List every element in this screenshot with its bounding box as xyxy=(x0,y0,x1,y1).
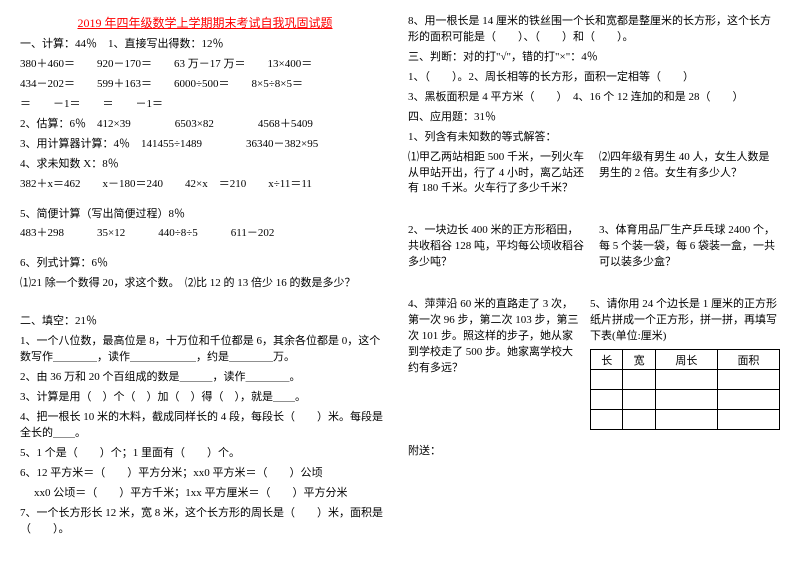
calc-row-3: ＝ －1＝ ＝ －1＝ xyxy=(20,97,390,113)
app-header: 四、应用题：31％ xyxy=(408,110,780,126)
fill-2: 2、由 36 万和 20 个百组成的数是＿＿＿，读作＿＿＿＿。 xyxy=(20,370,390,386)
answer-table: 长 宽 周长 面积 xyxy=(590,349,780,430)
section-4: 4、求未知数 X：8％ xyxy=(20,157,390,173)
exam-title: 2019 年四年级数学上学期期末考试自我巩固试题 xyxy=(20,14,390,31)
fill-6: 6、12 平方米＝（ ）平方分米；xx0 平方米＝（ ）公顷 xyxy=(20,466,390,482)
th-area: 面积 xyxy=(717,350,779,370)
fill-7: 7、一个长方形长 12 米，宽 8 米，这个长方形的周长是（ ）米，面积是（ ）… xyxy=(20,506,390,538)
section-6-items: ⑴21 除一个数得 20，求这个数。 ⑵比 12 的 13 倍少 16 的数是多… xyxy=(20,276,390,292)
section-4-items: 382＋x＝462 x－180＝240 42×x ＝210 x÷11＝11 xyxy=(20,177,390,193)
calc-row-1: 380＋460＝ 920－170＝ 63 万－17 万＝ 13×400＝ xyxy=(20,57,390,73)
app-5-block: 5、请你用 24 个边长是 1 厘米的正方形纸片拼成一个正方形，拼一拼，再填写下… xyxy=(590,297,780,430)
th-length: 长 xyxy=(591,350,623,370)
app-2-pair: 2、一块边长 400 米的正方形稻田，共收稻谷 128 吨，平均每公顷收稻谷多少… xyxy=(408,223,780,275)
section-6: 6、列式计算：6％ xyxy=(20,256,390,272)
right-column: 8、用一根长是 14 厘米的铁丝围一个长和宽都是整厘米的长方形，这个长方形的面积… xyxy=(408,14,780,551)
app-2-left: 2、一块边长 400 米的正方形稻田，共收稻谷 128 吨，平均每公顷收稻谷多少… xyxy=(408,223,589,271)
app-4-left: 4、萍萍沿 60 米的直路走了 3 次，第一次 96 步，第二次 103 步，第… xyxy=(408,297,580,426)
section-3: 3、用计算器计算：4％ 141455÷1489 36340－382×95 xyxy=(20,137,390,153)
fill-5: 5、1 个是（ ）个；1 里面有（ ）个。 xyxy=(20,446,390,462)
judge-3: 3、黑板面积是 4 平方米（ ） 4、16 个 12 连加的和是 28（ ） xyxy=(408,90,780,106)
app-4-pair: 4、萍萍沿 60 米的直路走了 3 次，第一次 96 步，第二次 103 步，第… xyxy=(408,297,780,430)
section-1-header: 一、计算：44％ 1、直接写出得数：12％ xyxy=(20,37,390,53)
app-1-left: ⑴甲乙两站相距 500 千米，一列火车从甲站开出，行了 4 小时，离乙站还有 1… xyxy=(408,150,589,198)
fill-4: 4、把一根长 10 米的木料，截成同样长的 4 段，每段长（ ）米。每段是全长的… xyxy=(20,410,390,442)
table-row xyxy=(591,410,780,430)
th-perimeter: 周长 xyxy=(655,350,717,370)
table-row: 长 宽 周长 面积 xyxy=(591,350,780,370)
fill-6b: xx0 公顷＝（ ）平方千米；1xx 平方厘米＝（ ）平方分米 xyxy=(20,486,390,502)
fill-8: 8、用一根长是 14 厘米的铁丝围一个长和宽都是整厘米的长方形，这个长方形的面积… xyxy=(408,14,780,46)
table-row xyxy=(591,370,780,390)
left-column: 2019 年四年级数学上学期期末考试自我巩固试题 一、计算：44％ 1、直接写出… xyxy=(20,14,390,551)
calc-row-2: 434－202＝ 599＋163＝ 6000÷500＝ 8×5÷8×5＝ xyxy=(20,77,390,93)
attachment-label: 附送： xyxy=(408,444,780,460)
app-5-text: 5、请你用 24 个边长是 1 厘米的正方形纸片拼成一个正方形，拼一拼，再填写下… xyxy=(590,297,780,345)
table-row xyxy=(591,390,780,410)
app-1-pair: ⑴甲乙两站相距 500 千米，一列火车从甲站开出，行了 4 小时，离乙站还有 1… xyxy=(408,150,780,202)
section-2: 2、估算：6％ 412×39 6503×82 4568＋5409 xyxy=(20,117,390,133)
app-1-right: ⑵四年级有男生 40 人，女生人数是男生的 2 倍。女生有多少人？ xyxy=(599,150,780,198)
th-width: 宽 xyxy=(623,350,655,370)
fill-3: 3、计算是用（ ）个（ ）加（ ）得（ ），就是＿＿。 xyxy=(20,390,390,406)
fill-1: 1、一个八位数，最高位是 8，十万位和千位都是 6，其余各位都是 0，这个数写作… xyxy=(20,334,390,366)
app-1-header: 1、列含有未知数的等式解答： xyxy=(408,130,780,146)
fill-header: 二、填空：21％ xyxy=(20,314,390,330)
app-2-right: 3、体育用品厂生产乒乓球 2400 个，每 5 个装一袋，每 6 袋装一盒，一共… xyxy=(599,223,780,271)
judge-header: 三、判断：对的打"√"，错的打"×"：4％ xyxy=(408,50,780,66)
section-5-items: 483＋298 35×12 440÷8÷5 611－202 xyxy=(20,226,390,242)
section-5: 5、简便计算（写出简便过程）8％ xyxy=(20,207,390,223)
judge-1: 1、（ ）。2、周长相等的长方形，面积一定相等（ ） xyxy=(408,70,780,86)
